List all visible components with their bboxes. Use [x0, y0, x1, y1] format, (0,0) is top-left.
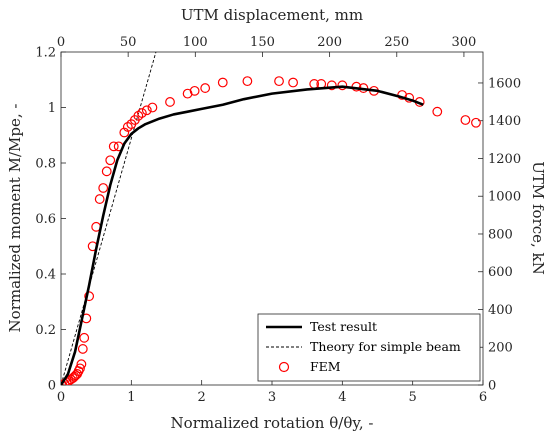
x-tick-label: 1	[127, 390, 135, 405]
fem-point	[288, 77, 299, 88]
axis-ticks: 0 1 2 3 4 5 60 50 100 150 200 250 30000.20.40.60.811…	[35, 35, 521, 405]
left-axis-title: Normalized moment M/Mpe, -	[6, 104, 24, 333]
x-tick-label: 5	[409, 390, 417, 405]
fem-point	[471, 117, 481, 128]
y2-tick-label: 1000	[488, 190, 521, 205]
legend-fem-marker	[278, 361, 290, 373]
bottom-axis-title: Normalized rotation θ/θy, -	[171, 414, 374, 432]
fem-point	[141, 105, 152, 116]
fem-point	[75, 363, 85, 374]
legend-box	[257, 313, 481, 382]
fem-point	[242, 76, 253, 87]
legend-test-label: Test result	[310, 319, 377, 334]
y-tick-label: 0.2	[35, 323, 56, 338]
right-axis-title: UTM force, kN	[529, 161, 547, 275]
y-tick-label: 0.8	[35, 157, 56, 172]
x2-tick-label: 300	[452, 35, 477, 50]
legend-theory-label: Theory for simple beam	[310, 339, 461, 354]
fem-point	[165, 97, 175, 107]
y-tick-label: 0.4	[35, 268, 56, 283]
x-tick-label: 2	[198, 390, 206, 405]
y2-tick-label: 1200	[488, 152, 521, 167]
fem-point	[200, 83, 211, 93]
x-tick-label: 3	[268, 390, 276, 405]
y-tick-label: 1.2	[35, 46, 56, 61]
y2-tick-label: 600	[488, 265, 513, 280]
x2-tick-label: 50	[120, 35, 137, 50]
theory-line	[61, 52, 157, 385]
fem-point	[182, 88, 193, 99]
legend: Test result Theory for simple beam FEM	[257, 313, 481, 382]
fem-point	[101, 166, 112, 177]
fem-point	[76, 359, 87, 370]
y2-tick-label: 1400	[488, 114, 521, 129]
x2-tick-label: 100	[183, 35, 208, 50]
x2-tick-label: 200	[317, 35, 342, 50]
fem-point	[217, 77, 228, 88]
fem-point	[189, 85, 200, 96]
fem-point	[108, 141, 119, 152]
y2-tick-label: 0	[488, 379, 496, 394]
fem-point	[79, 332, 90, 343]
fem-point	[119, 127, 130, 138]
y-tick-label: 1	[48, 101, 56, 116]
x2-tick-label: 150	[250, 35, 275, 50]
series-layer	[61, 52, 481, 385]
x2-tick-label: 250	[384, 35, 409, 50]
fem-point	[274, 76, 284, 87]
fem-point	[105, 155, 116, 166]
fem-point	[84, 291, 95, 302]
y2-tick-label: 200	[488, 341, 513, 356]
top-axis-title: UTM displacement, mm	[181, 6, 363, 24]
fem-point	[326, 80, 337, 91]
y2-tick-label: 800	[488, 227, 513, 242]
fem-point	[432, 106, 443, 117]
fem-point	[136, 108, 147, 118]
test-result-line	[61, 85, 424, 385]
x-tick-label: 6	[479, 390, 487, 405]
x-tick-label: 0	[57, 390, 65, 405]
fem-point	[337, 80, 348, 91]
fem-point	[147, 102, 158, 113]
y-tick-label: 0	[48, 379, 56, 394]
y-tick-label: 0.6	[35, 212, 56, 227]
fem-point	[98, 183, 109, 193]
fem-point	[460, 115, 471, 125]
legend-fem-label: FEM	[310, 359, 341, 374]
y2-tick-label: 1600	[488, 76, 521, 91]
fem-point	[94, 194, 105, 204]
fem-point	[77, 344, 88, 354]
x-tick-label: 4	[338, 390, 346, 405]
y2-tick-label: 400	[488, 303, 513, 318]
x2-tick-label: 0	[57, 35, 65, 50]
